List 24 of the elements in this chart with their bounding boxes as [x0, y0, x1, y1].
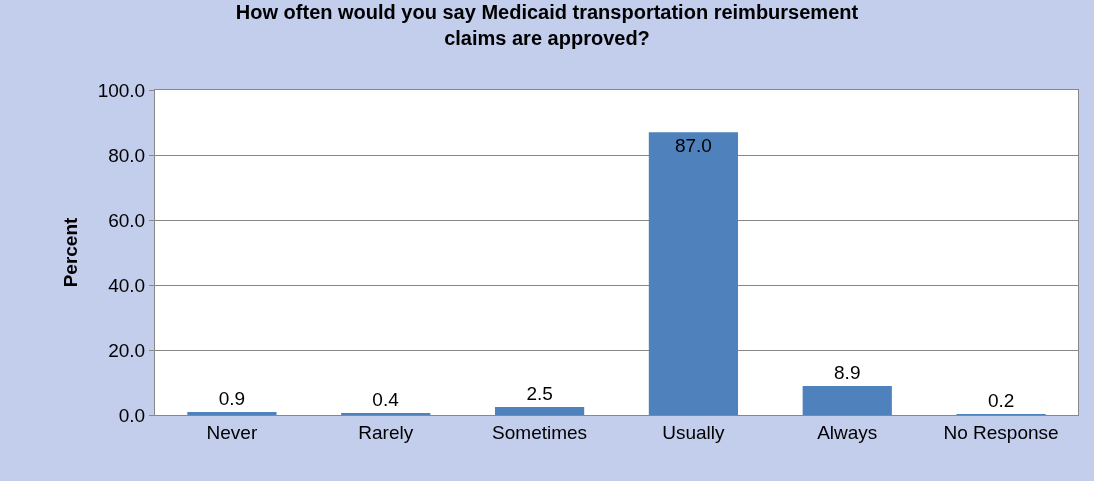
data-label: 87.0	[674, 135, 712, 157]
data-label: 0.9	[218, 388, 246, 410]
y-tick-label: 20.0	[108, 339, 146, 361]
y-tick-label: 60.0	[108, 209, 146, 231]
data-label: 8.9	[834, 362, 861, 384]
y-tick-label: 0.0	[118, 404, 146, 426]
chart-title: How often would you say Medicaid transportation reimbursement claims are approved?	[235, 1, 859, 50]
bar	[187, 412, 277, 415]
x-tick-label: Usually	[662, 421, 726, 443]
x-tick-label: No Response	[943, 421, 1059, 443]
bar	[648, 132, 739, 415]
bar	[494, 406, 585, 415]
data-label: 0.2	[987, 390, 1015, 411]
x-tick-label: Never	[206, 421, 258, 443]
x-tick-label: Sometimes	[492, 421, 588, 443]
y-tick-label: 80.0	[108, 144, 146, 166]
bar	[802, 386, 892, 415]
data-label: 0.4	[372, 389, 400, 410]
x-tick-label: Always	[817, 421, 878, 443]
data-label: 2.5	[526, 382, 553, 404]
y-axis-title: Percent	[59, 216, 81, 288]
y-tick-label: 100.0	[97, 79, 146, 101]
y-tick-label: 40.0	[108, 274, 146, 296]
x-tick-label: Rarely	[358, 421, 414, 443]
